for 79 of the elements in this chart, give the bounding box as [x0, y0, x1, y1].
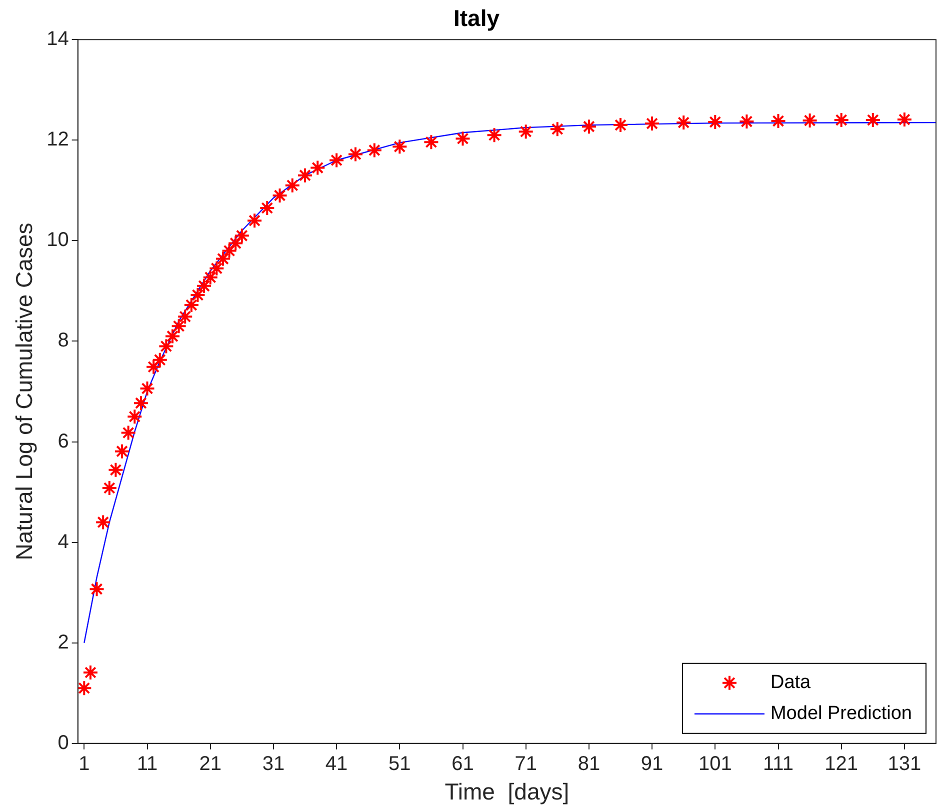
legend-label: Model Prediction: [770, 703, 912, 724]
y-tick-label: 12: [46, 128, 69, 151]
point: [297, 167, 314, 184]
point: [101, 480, 118, 496]
point: [612, 117, 628, 134]
point: [221, 242, 238, 259]
point: [284, 177, 300, 194]
x-tick-label: 51: [388, 752, 411, 775]
x-tick-label: 61: [452, 752, 474, 775]
x-tick-label: 41: [325, 752, 348, 775]
point: [183, 297, 200, 314]
point: [518, 124, 534, 140]
point: [177, 308, 194, 325]
y-tick-label: 4: [58, 530, 69, 553]
point: [190, 286, 206, 303]
x-tick-label: 121: [824, 752, 858, 775]
point: [366, 142, 382, 158]
point: [108, 462, 124, 478]
point: [310, 160, 326, 176]
point: [139, 380, 156, 396]
point: [347, 146, 364, 162]
point: [82, 664, 98, 681]
point: [549, 121, 566, 138]
point: [738, 114, 755, 130]
y-tick-label: 2: [58, 631, 69, 654]
point: [259, 200, 276, 216]
point: [214, 250, 231, 267]
point: [770, 113, 786, 130]
x-tick-label: 91: [640, 752, 664, 775]
point: [328, 152, 345, 168]
point: [272, 187, 288, 204]
x-tick-label: 131: [888, 752, 922, 775]
point: [208, 260, 225, 276]
y-tick-label: 10: [46, 229, 69, 252]
point: [95, 514, 112, 530]
point: [88, 581, 105, 598]
point: [896, 112, 912, 128]
x-tick-label: 21: [199, 752, 222, 775]
y-tick-label: 8: [58, 330, 69, 352]
point: [644, 116, 660, 132]
point: [392, 138, 408, 155]
point: [120, 424, 136, 441]
y-tick-label: 14: [46, 28, 69, 50]
point: [423, 134, 440, 150]
x-axis-title: Time [days]: [444, 778, 570, 805]
point: [146, 358, 162, 375]
x-tick-label: 111: [763, 752, 794, 775]
point: [158, 338, 174, 354]
chart-title: Italy: [453, 5, 500, 32]
y-tick-label: 6: [58, 430, 69, 452]
point: [228, 235, 244, 252]
x-tick-label: 1: [78, 752, 90, 775]
point: [196, 278, 212, 294]
point: [126, 408, 143, 425]
point: [234, 228, 250, 244]
x-tick-label: 71: [514, 752, 537, 775]
legend-label: Data: [770, 672, 812, 694]
point: [833, 112, 850, 128]
point: [486, 127, 502, 144]
point: [114, 443, 130, 460]
point: [152, 352, 168, 368]
point: [170, 318, 187, 334]
point: [164, 328, 180, 344]
y-tick-label: 0: [58, 732, 69, 754]
x-tick-label: 31: [262, 752, 285, 775]
x-tick-label: 11: [136, 752, 158, 775]
point: [707, 114, 724, 130]
point: [202, 269, 218, 286]
point: [802, 112, 818, 129]
point: [676, 114, 692, 131]
point: [580, 118, 597, 135]
point: [132, 395, 149, 412]
y-axis-title: Natural Log of Cumulative Cases: [11, 222, 38, 560]
point: [78, 680, 92, 696]
x-tick-label: 81: [578, 752, 600, 775]
point: [864, 112, 881, 128]
point: [454, 130, 471, 147]
point: [246, 212, 263, 229]
x-tick-label: 101: [698, 752, 732, 775]
